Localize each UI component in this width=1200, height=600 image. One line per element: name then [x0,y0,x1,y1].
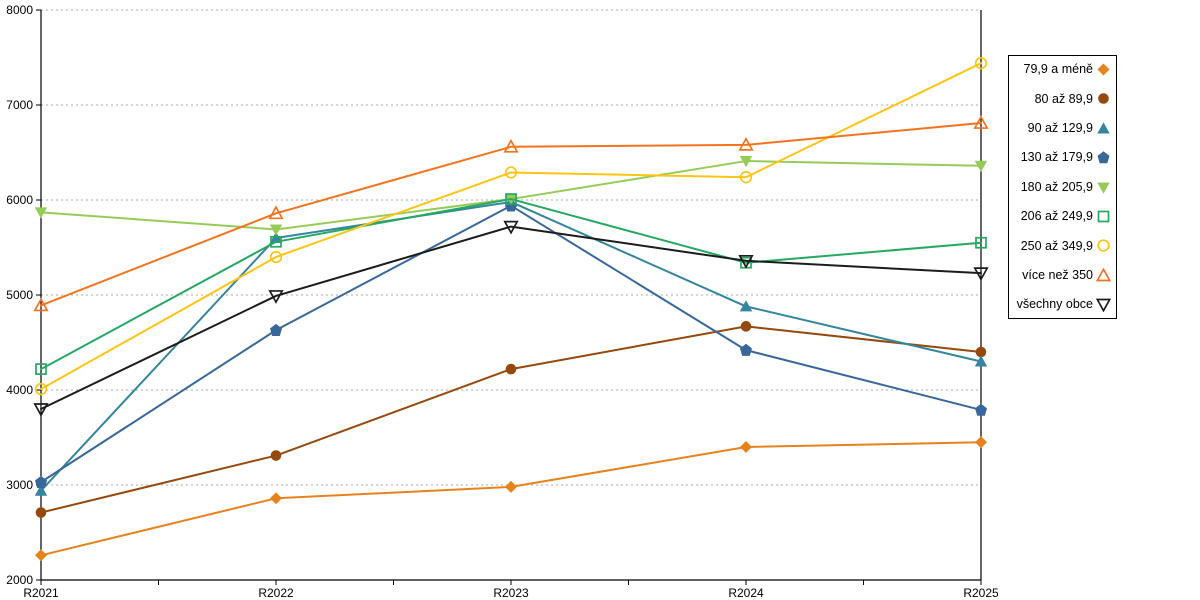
triangle-up-marker-icon [1097,122,1110,134]
data-point-triangle-up [1097,122,1110,134]
legend-item: 180 až 205,9 [1012,180,1113,195]
data-point-diamond [975,436,987,449]
triangle-down-marker-icon [1097,182,1110,194]
data-point-triangle-down [34,207,48,219]
data-point-pentagon [505,199,517,212]
data-point-square-open [35,363,47,375]
data-point-pentagon [975,403,987,416]
data-point-triangle-up-open [1096,267,1111,281]
data-point-triangle-up [974,355,988,367]
legend-item: 80 až 89,9 [1012,91,1113,106]
x-axis-label: R2023 [493,586,529,600]
series-line-1 [40,441,982,557]
data-point-triangle-down [974,160,988,172]
series-line-4 [40,204,982,484]
data-point-triangle-down [739,156,753,168]
open-triangle-up-marker-icon [1096,267,1111,281]
data-point-triangle-down-open [1096,298,1111,312]
data-point-triangle-up-open [973,115,989,129]
series-line-8 [40,122,982,307]
data-point-square-open [1097,210,1110,223]
data-point-triangle-up-open [738,136,754,151]
legend: 79,9 a méně 80 až 89,9 90 až 129,9 130 a… [1008,55,1117,319]
y-axis-label: 3000 [6,478,33,492]
x-axis-label: R2025 [963,586,999,600]
legend-item: 90 až 129,9 [1012,121,1113,136]
legend-item-label: 90 až 129,9 [1027,121,1093,135]
pentagon-marker-icon [1097,151,1110,164]
open-triangle-down-marker-icon [1096,298,1111,312]
series-line-6 [40,198,982,371]
data-point-triangle-down-open [738,254,754,269]
data-point-circle-open [974,57,988,70]
legend-item-label: 80 až 89,9 [1034,91,1093,106]
data-point-square-open [270,235,282,248]
data-point-triangle-down [269,224,283,236]
y-axis-label: 2000 [6,573,33,587]
data-point-circle-open [739,171,753,184]
legend-item: 206 až 249,9 [1012,209,1113,224]
legend-item-label: více než 350 [1022,267,1093,282]
open-circle-marker-icon [1097,239,1110,252]
data-point-pentagon [270,323,282,336]
legend-item: 130 až 179,9 [1012,150,1113,165]
data-point-diamond [270,492,282,505]
legend-item: 79,9 a méně [1012,62,1113,77]
data-point-pentagon [1097,151,1110,164]
legend-item-label: 180 až 205,9 [1020,179,1093,194]
data-point-triangle-down-open [503,220,519,235]
series-line-9 [40,225,982,410]
y-axis-label: 5000 [6,288,33,302]
x-axis-label: R2024 [728,586,764,600]
data-point-triangle-down-open [268,290,284,304]
data-point-circle-open [34,382,48,396]
data-point-circle-open [1097,239,1110,252]
data-point-triangle-down-open [33,403,49,417]
data-point-diamond [505,480,517,493]
data-point-triangle-down-open [973,267,989,282]
y-axis-label: 7000 [6,98,33,112]
data-point-diamond [1097,63,1110,76]
data-point-circle [505,363,517,375]
data-point-diamond [740,441,752,453]
series-line-7 [40,62,982,391]
legend-item-label: 130 až 179,9 [1020,150,1093,165]
data-point-diamond [35,549,47,562]
data-point-triangle-up-open [503,138,519,153]
legend-item: 250 až 349,9 [1012,238,1113,253]
data-point-triangle-up [34,484,48,496]
data-point-pentagon [35,475,47,488]
series-line-3 [40,200,982,492]
data-point-circle [35,507,47,518]
data-point-circle-open [269,250,283,264]
data-point-circle [270,450,282,461]
data-point-pentagon [740,343,752,356]
legend-item: více než 350 [1012,267,1113,283]
y-axis-label: 6000 [6,193,33,207]
legend-item-label: 79,9 a méně [1023,62,1094,77]
legend-item-label: 250 až 349,9 [1020,238,1093,253]
legend-item-label: všechny obce [1016,297,1093,312]
y-axis-label: 4000 [6,383,33,397]
data-point-triangle-up-open [268,205,284,220]
data-point-circle [975,346,987,358]
legend-item: všechny obce [1012,297,1113,312]
data-point-triangle-down [1097,182,1110,194]
data-point-circle [1098,93,1109,105]
legend-item-label: 206 až 249,9 [1020,209,1093,224]
data-point-triangle-up [739,300,753,312]
circle-marker-icon [1098,93,1109,105]
x-axis-label: R2021 [23,586,59,600]
data-point-circle [740,321,752,332]
data-point-circle-open [504,166,518,179]
open-square-marker-icon [1097,210,1110,223]
x-axis-label: R2022 [258,586,294,600]
diamond-marker-icon [1097,63,1110,76]
data-point-triangle-up-open [33,297,49,312]
y-axis-label: 8000 [6,3,33,17]
data-point-square-open [505,193,517,205]
data-point-square-open [975,236,987,249]
